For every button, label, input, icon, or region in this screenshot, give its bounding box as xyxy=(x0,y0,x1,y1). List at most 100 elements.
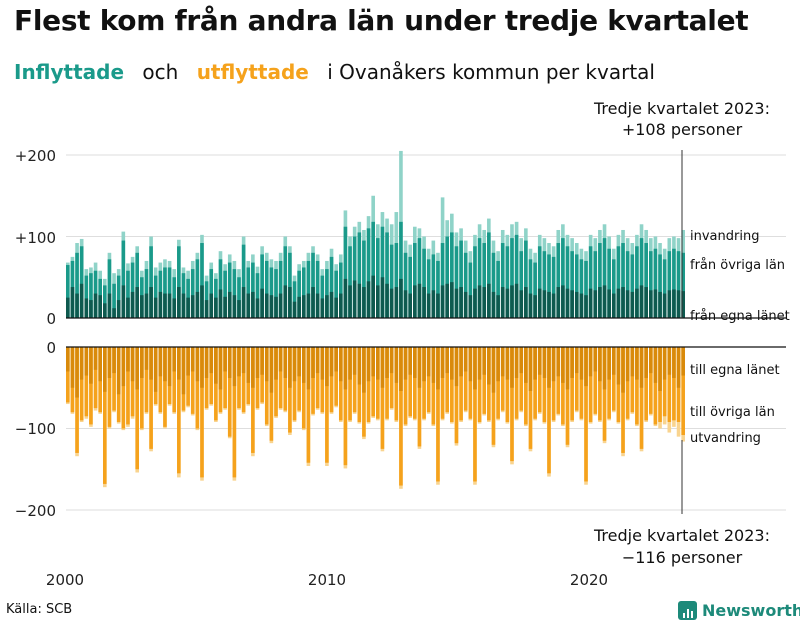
bar-outflow-other xyxy=(84,347,89,417)
bar-inflow-own xyxy=(644,287,648,318)
y-tick-label: +100 xyxy=(15,229,56,247)
bar-outflow-own xyxy=(445,347,450,374)
bar-inflow-own xyxy=(107,293,112,318)
bar-inflow-own xyxy=(264,293,269,318)
bar-outflow-own xyxy=(496,347,500,382)
x-tick-label: 2020 xyxy=(570,571,608,589)
bar-inflow-own xyxy=(177,287,181,318)
bar-outflow-own xyxy=(325,347,329,387)
bar-inflow-own xyxy=(283,285,288,318)
bar-inflow-own xyxy=(70,287,75,318)
bar-outflow-own xyxy=(417,347,422,388)
bar-outflow-own xyxy=(376,347,380,380)
series-labels: invandring från övriga län från egna län… xyxy=(690,229,790,446)
bar-outflow-other xyxy=(269,347,274,441)
bar-outflow-other xyxy=(436,347,440,482)
bar-outflow-other xyxy=(426,347,431,413)
bar-outflow-other xyxy=(315,347,320,409)
bar-inflow-other xyxy=(672,248,676,318)
bar-outflow-other xyxy=(186,347,190,406)
bar-inflow-other xyxy=(79,246,84,318)
bar-inflow-own xyxy=(496,295,500,318)
bar-inflow-other xyxy=(417,238,422,318)
bar-inflow-own xyxy=(547,291,551,318)
bar-outflow-other xyxy=(473,347,477,482)
bar-outflow-own xyxy=(218,347,223,390)
bar-inflow-own xyxy=(662,293,667,318)
bar-inflow-own xyxy=(648,290,653,318)
bar-inflow-other xyxy=(376,238,380,318)
bar-inflow-own xyxy=(667,290,672,318)
bar-inflow-own xyxy=(473,288,477,318)
bar-inflow-own xyxy=(352,280,357,318)
bar-outflow-other xyxy=(602,347,607,441)
bar-inflow-other xyxy=(149,246,153,318)
bar-outflow-other xyxy=(505,347,510,422)
bar-outflow-own xyxy=(140,347,144,378)
bar-outflow-other xyxy=(542,347,547,422)
bar-inflow-own xyxy=(533,295,537,318)
bar-outflow-own xyxy=(103,347,107,392)
bar-inflow-other xyxy=(385,232,389,318)
bar-inflow-own xyxy=(255,298,260,318)
bar-outflow-own xyxy=(505,347,510,380)
bar-outflow-other xyxy=(681,347,685,436)
bar-outflow-own xyxy=(246,347,251,383)
chart-subtitle: Inflyttade och utflyttade i Ovanåkers ko… xyxy=(14,60,667,84)
bar-outflow-other xyxy=(625,347,630,419)
bar-inflow-own xyxy=(232,295,237,318)
bar-outflow-own xyxy=(556,347,561,377)
bar-outflow-own xyxy=(366,347,371,382)
bar-inflow-other xyxy=(288,252,292,318)
bar-outflow-other xyxy=(190,347,195,414)
bar-outflow-other xyxy=(468,347,473,419)
bar-inflow-own xyxy=(116,300,121,318)
bar-inflow-own xyxy=(574,291,579,318)
bar-inflow-other xyxy=(644,243,648,318)
bar-outflow-own xyxy=(98,347,102,382)
bar-inflow-own xyxy=(584,295,588,318)
bar-outflow-other xyxy=(158,347,163,413)
bar-inflow-other xyxy=(547,254,551,318)
bar-outflow-other xyxy=(329,347,334,413)
bar-outflow-own xyxy=(343,347,348,390)
bar-inflow-other xyxy=(112,283,116,318)
series-label-outflow-own: till egna länet xyxy=(690,363,780,378)
bar-outflow-own xyxy=(454,347,459,387)
bar-outflow-own xyxy=(570,347,574,378)
bar-outflow-own xyxy=(662,347,667,380)
bar-outflow-own xyxy=(200,347,204,388)
bar-inflow-own xyxy=(436,293,440,318)
bar-outflow-own xyxy=(537,347,542,375)
bar-outflow-own xyxy=(371,347,375,377)
bar-outflow-other xyxy=(338,347,343,421)
bar-outflow-other xyxy=(463,347,468,411)
bar-outflow-other xyxy=(556,347,561,414)
bar-inflow-other xyxy=(260,254,264,318)
bar-outflow-own xyxy=(329,347,334,377)
bar-inflow-other xyxy=(264,260,269,318)
series-label-inflow-other: från övriga län xyxy=(690,258,785,273)
bar-outflow-own xyxy=(482,347,487,375)
bar-outflow-other xyxy=(417,347,422,447)
bar-inflow-other xyxy=(611,259,616,318)
bar-outflow-other xyxy=(459,347,463,421)
bar-inflow-other xyxy=(251,262,255,318)
bar-outflow-other xyxy=(389,347,394,409)
bar-outflow-other xyxy=(524,347,528,425)
bar-inflow-other xyxy=(348,246,352,318)
bar-outflow-other xyxy=(112,347,116,411)
bar-inflow-other xyxy=(602,238,607,318)
bar-inflow-own xyxy=(551,293,556,318)
bar-inflow-other xyxy=(496,260,500,318)
brand-logo[interactable]: Newsworthy xyxy=(678,601,800,620)
bar-inflow-own xyxy=(292,301,297,318)
bar-inflow-other xyxy=(598,243,602,318)
bar-outflow-other xyxy=(149,347,153,449)
bar-outflow-own xyxy=(260,347,264,375)
bar-outflow-other xyxy=(311,347,315,414)
callout-top-line1: Tredje kvartalet 2023: xyxy=(593,99,770,118)
bar-inflow-own xyxy=(482,287,487,318)
bar-outflow-own xyxy=(167,347,172,387)
bar-inflow-own xyxy=(505,288,510,318)
